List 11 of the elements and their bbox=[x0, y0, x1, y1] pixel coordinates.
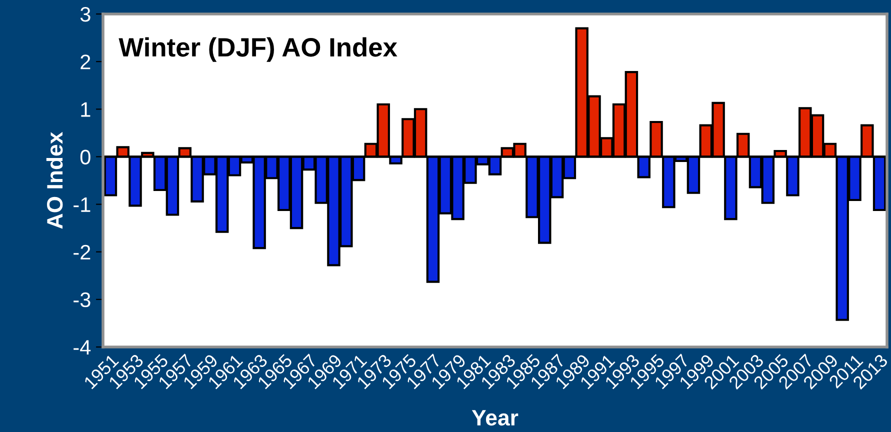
y-tick-label: 2 bbox=[80, 54, 90, 70]
y-tick-label: 0 bbox=[80, 150, 90, 164]
x-axis-title: Year bbox=[472, 410, 518, 426]
y-tick-label: 3 bbox=[80, 7, 90, 22]
y-tick-label: -3 bbox=[74, 292, 90, 308]
y-axis-title: AO Index bbox=[46, 132, 63, 229]
y-tick-label: -2 bbox=[74, 244, 90, 260]
y-tick-label: -4 bbox=[74, 340, 91, 355]
y-tick-label: 1 bbox=[81, 102, 90, 117]
y-tick-label: -1 bbox=[74, 198, 90, 212]
text: Winter (DJF) AO Index bbox=[118, 37, 398, 62]
